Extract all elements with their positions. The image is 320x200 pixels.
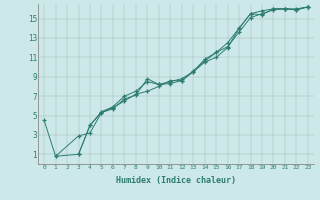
X-axis label: Humidex (Indice chaleur): Humidex (Indice chaleur) — [116, 176, 236, 185]
